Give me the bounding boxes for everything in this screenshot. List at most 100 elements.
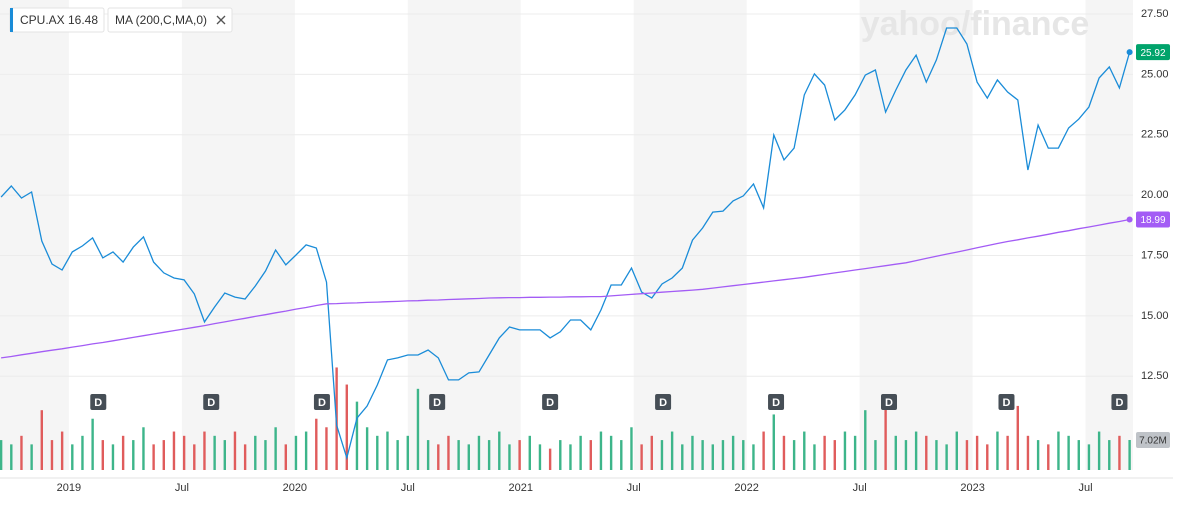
x-tick-label: 2023 bbox=[960, 482, 984, 494]
volume-bar bbox=[416, 388, 420, 470]
volume-bar bbox=[264, 440, 267, 470]
event-marker bbox=[998, 394, 1015, 410]
volume-bar bbox=[132, 440, 135, 470]
volume-bar bbox=[1097, 431, 1101, 470]
last-point bbox=[1126, 49, 1133, 56]
volume-bar bbox=[1067, 435, 1070, 470]
volume-bar bbox=[294, 435, 298, 470]
volume-bar bbox=[599, 431, 603, 470]
volume-bar bbox=[223, 440, 226, 470]
event-label: D bbox=[772, 397, 780, 409]
volume-bar bbox=[233, 431, 237, 470]
event-marker bbox=[313, 394, 330, 410]
volume-bar bbox=[386, 431, 389, 470]
volume-bar bbox=[620, 440, 623, 470]
legend-box[interactable] bbox=[107, 7, 233, 33]
x-tick-label: Jul bbox=[175, 482, 189, 494]
volume-bar bbox=[254, 435, 257, 470]
event-label: D bbox=[885, 397, 893, 409]
event-marker bbox=[542, 394, 559, 410]
volume-bar bbox=[10, 444, 13, 470]
period-band bbox=[0, 0, 69, 470]
value-tag bbox=[1136, 432, 1170, 449]
volume-bar bbox=[457, 440, 460, 470]
price-line bbox=[0, 27, 1131, 461]
event-marker bbox=[90, 394, 107, 410]
volume-bar bbox=[731, 435, 735, 470]
volume-bar bbox=[152, 444, 155, 470]
volume-bar bbox=[142, 427, 145, 470]
volume-bar bbox=[996, 431, 999, 470]
volume-bar bbox=[691, 435, 694, 470]
volume-bar bbox=[528, 435, 531, 470]
x-tick-label: 2020 bbox=[283, 482, 307, 494]
volume-bar bbox=[813, 444, 816, 470]
volume-bar bbox=[569, 444, 572, 470]
event-label: D bbox=[546, 397, 554, 409]
volume-bar bbox=[111, 444, 115, 470]
value-tag-label: 18.99 bbox=[1140, 215, 1165, 226]
volume-bar bbox=[894, 435, 897, 470]
volume-bar bbox=[935, 440, 938, 470]
watermark: yahoo/finance bbox=[861, 5, 1090, 43]
volume-bar bbox=[243, 444, 247, 470]
y-tick-label: 15.00 bbox=[1141, 310, 1169, 322]
volume-bar bbox=[670, 431, 674, 470]
close-button[interactable] bbox=[216, 15, 226, 25]
volume-bar bbox=[884, 401, 887, 470]
volume-bar bbox=[904, 440, 908, 470]
event-label: D bbox=[1115, 397, 1123, 409]
volume-bar bbox=[172, 431, 176, 470]
volume-bar bbox=[91, 418, 94, 470]
legend-label: MA (200,C,MA,0) bbox=[115, 13, 207, 27]
volume-bar bbox=[650, 435, 653, 470]
volume-bar bbox=[762, 431, 765, 470]
volume-bar bbox=[1047, 444, 1050, 470]
volume-bar bbox=[396, 440, 399, 470]
volume-bar bbox=[101, 440, 104, 470]
volume-bar bbox=[447, 435, 450, 470]
volume-bar bbox=[376, 435, 379, 470]
event-marker bbox=[1111, 394, 1128, 410]
volume-bar bbox=[975, 435, 979, 470]
event-label: D bbox=[318, 397, 326, 409]
volume-bar bbox=[1087, 444, 1091, 470]
x-tick-label: Jul bbox=[1079, 482, 1093, 494]
volume-bar bbox=[640, 444, 643, 470]
volume-bar bbox=[426, 440, 430, 470]
volume-bar bbox=[406, 435, 409, 470]
volume-bar bbox=[304, 431, 308, 470]
event-label: D bbox=[207, 397, 215, 409]
volume-bar bbox=[518, 440, 521, 470]
volume-bar bbox=[81, 435, 84, 470]
volume-bar bbox=[945, 444, 948, 470]
event-marker bbox=[768, 394, 785, 410]
volume-bar bbox=[193, 444, 196, 470]
period-band bbox=[181, 0, 295, 470]
event-marker bbox=[429, 394, 446, 410]
volume-bar bbox=[1108, 440, 1111, 470]
volume-bar bbox=[843, 431, 847, 470]
volume-bar bbox=[782, 435, 786, 470]
volume-bar bbox=[345, 384, 348, 470]
volume-bar bbox=[548, 448, 552, 470]
volume-bar bbox=[914, 431, 918, 470]
period-band bbox=[407, 0, 521, 470]
volume-bar bbox=[315, 418, 318, 470]
period-band bbox=[633, 0, 747, 470]
event-label: D bbox=[659, 397, 667, 409]
volume-bar bbox=[355, 401, 359, 470]
volume-bar bbox=[803, 431, 806, 470]
volume-bar bbox=[162, 440, 165, 470]
price-line bbox=[1, 218, 1130, 359]
volume-bar bbox=[437, 444, 440, 470]
volume-bar bbox=[325, 427, 328, 470]
x-tick-label: 2021 bbox=[509, 482, 533, 494]
event-marker bbox=[881, 394, 898, 410]
x-tick-label: Jul bbox=[853, 482, 867, 494]
volume-bar bbox=[559, 440, 562, 470]
volume-bar bbox=[711, 444, 714, 470]
volume-bar bbox=[477, 435, 481, 470]
legend-value: 16.48 bbox=[68, 13, 98, 27]
